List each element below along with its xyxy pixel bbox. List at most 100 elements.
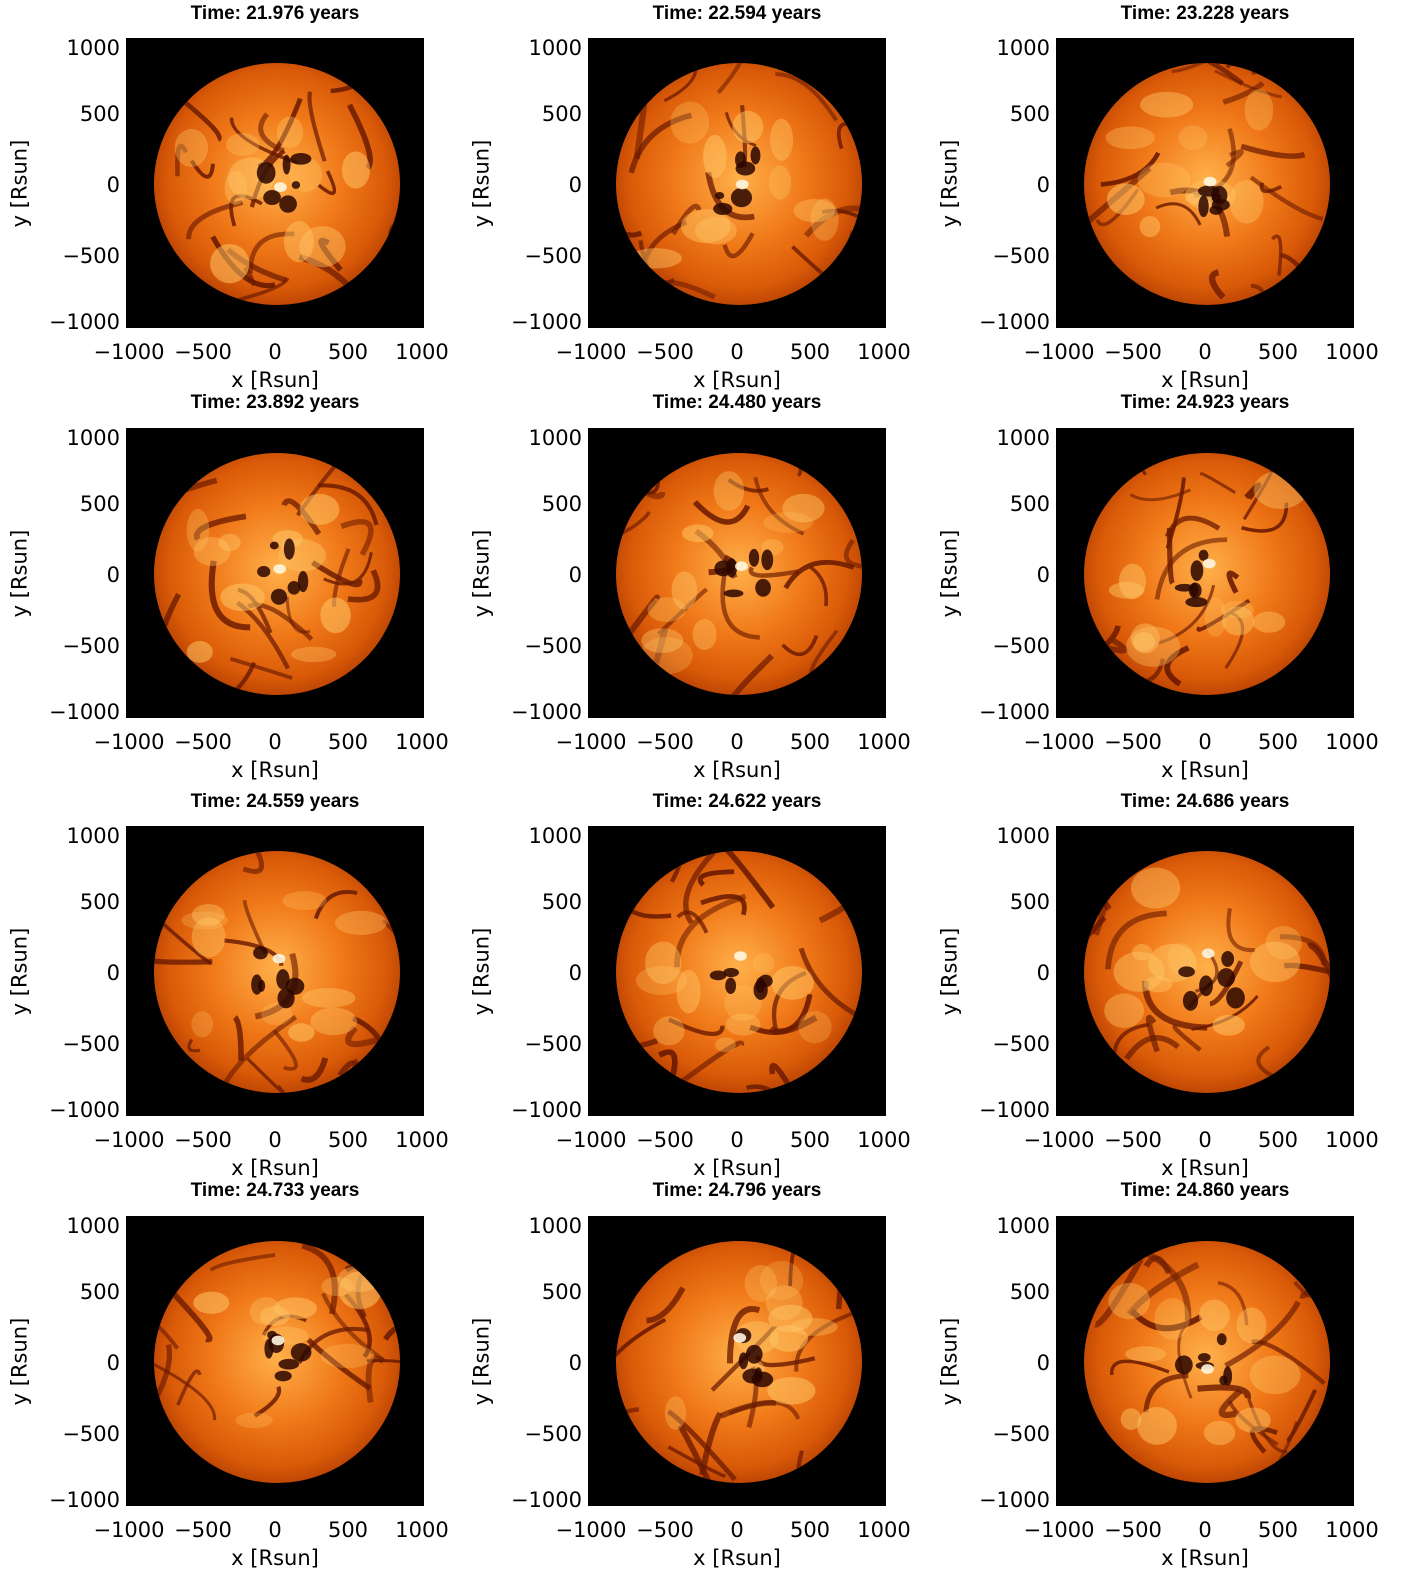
x-axis-label: x [Rsun] bbox=[231, 1546, 319, 1570]
stellar-surface-image bbox=[616, 851, 862, 1093]
y-axis-label: y [Rsun] bbox=[7, 927, 32, 1016]
y-tick-label: 0 bbox=[1036, 961, 1050, 985]
x-tick-label: 500 bbox=[327, 340, 369, 364]
simulation-panel: Time: 21.976 years 1000 500 0 −500 −1000 −1000… bbox=[0, 0, 470, 392]
x-tick-label: 0 bbox=[730, 1518, 744, 1542]
x-tick-label: 0 bbox=[730, 730, 744, 754]
x-tick-label: 500 bbox=[789, 1518, 831, 1542]
y-tick-label: −500 bbox=[524, 244, 582, 268]
y-tick-label: 0 bbox=[106, 173, 120, 197]
y-axis-label: y [Rsun] bbox=[7, 139, 32, 228]
x-tick-label: 1000 bbox=[395, 1128, 449, 1152]
x-tick-label: 500 bbox=[327, 730, 369, 754]
y-tick-label: −1000 bbox=[48, 1098, 120, 1122]
y-axis-label: y [Rsun] bbox=[469, 529, 494, 618]
x-tick-label: 500 bbox=[789, 730, 831, 754]
x-tick-label: −1000 bbox=[555, 340, 627, 364]
y-axis-label: y [Rsun] bbox=[469, 139, 494, 228]
x-tick-label: 0 bbox=[1198, 730, 1212, 754]
x-tick-label: −500 bbox=[636, 730, 694, 754]
x-tick-label: −500 bbox=[636, 1128, 694, 1152]
plot-area bbox=[1056, 826, 1354, 1116]
x-tick-label: 500 bbox=[327, 1128, 369, 1152]
stellar-surface-image bbox=[1084, 1241, 1330, 1483]
x-tick-label: 0 bbox=[268, 340, 282, 364]
x-tick-label: −500 bbox=[1104, 730, 1162, 754]
y-tick-label: 500 bbox=[79, 102, 120, 126]
panel-title: Time: 23.228 years bbox=[1120, 3, 1290, 24]
y-tick-label: −500 bbox=[62, 634, 120, 658]
x-tick-label: −500 bbox=[174, 730, 232, 754]
x-tick-label: −1000 bbox=[1023, 1518, 1095, 1542]
y-tick-label: 1000 bbox=[528, 36, 582, 60]
plot-area bbox=[126, 38, 424, 328]
y-tick-label: 500 bbox=[79, 890, 120, 914]
panel-title: Time: 24.622 years bbox=[652, 791, 822, 812]
y-tick-label: 0 bbox=[1036, 563, 1050, 587]
y-tick-label: −1000 bbox=[48, 1488, 120, 1512]
y-tick-label: 1000 bbox=[66, 1214, 120, 1238]
simulation-panel: Time: 24.796 years 1000 500 0 −500 −1000 −1000… bbox=[462, 1178, 932, 1570]
x-tick-label: 1000 bbox=[1325, 1128, 1379, 1152]
panel-title: Time: 23.892 years bbox=[190, 392, 360, 413]
stellar-surface-image bbox=[154, 851, 400, 1093]
stellar-surface-image bbox=[154, 1241, 400, 1483]
stellar-surface-image bbox=[616, 453, 862, 695]
x-axis-label: x [Rsun] bbox=[693, 1546, 781, 1570]
y-tick-label: −1000 bbox=[48, 310, 120, 334]
stellar-surface-image bbox=[1084, 851, 1330, 1093]
y-axis-label: y [Rsun] bbox=[469, 1317, 494, 1406]
y-tick-label: −1000 bbox=[978, 310, 1050, 334]
y-tick-label: 500 bbox=[79, 492, 120, 516]
panel-title: Time: 22.594 years bbox=[652, 3, 822, 24]
plot-area bbox=[588, 38, 886, 328]
simulation-panel: Time: 24.559 years 1000 500 0 −500 −1000 −1000… bbox=[0, 788, 470, 1180]
x-tick-label: 500 bbox=[789, 1128, 831, 1152]
simulation-panel: Time: 23.892 years 1000 500 0 −500 −1000 −1000… bbox=[0, 390, 470, 782]
x-tick-label: −1000 bbox=[1023, 1128, 1095, 1152]
x-tick-label: −500 bbox=[1104, 340, 1162, 364]
x-axis-label: x [Rsun] bbox=[231, 758, 319, 782]
y-axis-label: y [Rsun] bbox=[7, 529, 32, 618]
y-tick-label: −1000 bbox=[510, 1488, 582, 1512]
x-tick-label: −1000 bbox=[93, 1128, 165, 1152]
y-tick-label: −1000 bbox=[510, 310, 582, 334]
x-axis-label: x [Rsun] bbox=[231, 1156, 319, 1180]
x-tick-label: 1000 bbox=[395, 1518, 449, 1542]
plot-area bbox=[126, 1216, 424, 1506]
plot-area bbox=[588, 1216, 886, 1506]
panel-title: Time: 24.860 years bbox=[1120, 1180, 1290, 1201]
y-tick-label: −500 bbox=[62, 1032, 120, 1056]
x-tick-label: −500 bbox=[636, 1518, 694, 1542]
x-tick-label: 1000 bbox=[857, 1518, 911, 1542]
y-tick-label: 1000 bbox=[66, 426, 120, 450]
x-tick-label: −500 bbox=[174, 1128, 232, 1152]
x-tick-label: −500 bbox=[1104, 1128, 1162, 1152]
x-tick-label: −1000 bbox=[1023, 340, 1095, 364]
x-axis-label: x [Rsun] bbox=[1161, 368, 1249, 392]
y-tick-label: 500 bbox=[1009, 1280, 1050, 1304]
y-tick-label: 1000 bbox=[528, 426, 582, 450]
x-tick-label: 1000 bbox=[1325, 340, 1379, 364]
y-tick-label: −500 bbox=[62, 1422, 120, 1446]
x-tick-label: 0 bbox=[268, 1128, 282, 1152]
y-tick-label: 0 bbox=[1036, 1351, 1050, 1375]
x-tick-label: 0 bbox=[268, 730, 282, 754]
y-axis-label: y [Rsun] bbox=[469, 927, 494, 1016]
y-tick-label: 500 bbox=[1009, 492, 1050, 516]
y-axis-label: y [Rsun] bbox=[7, 1317, 32, 1406]
y-tick-label: 1000 bbox=[996, 36, 1050, 60]
simulation-panel: Time: 24.860 years 1000 500 0 −500 −1000 −1000… bbox=[930, 1178, 1400, 1570]
panel-title: Time: 24.559 years bbox=[190, 791, 360, 812]
y-axis-label: y [Rsun] bbox=[937, 139, 962, 228]
stellar-surface-image bbox=[616, 63, 862, 305]
y-tick-label: 0 bbox=[106, 563, 120, 587]
stellar-surface-image bbox=[154, 453, 400, 695]
y-tick-label: −1000 bbox=[48, 700, 120, 724]
simulation-panel: Time: 24.686 years 1000 500 0 −500 −1000 −1000… bbox=[930, 788, 1400, 1180]
y-tick-label: 0 bbox=[1036, 173, 1050, 197]
x-tick-label: 500 bbox=[1257, 730, 1299, 754]
y-axis-label: y [Rsun] bbox=[937, 529, 962, 618]
x-tick-label: 0 bbox=[730, 1128, 744, 1152]
y-tick-label: −500 bbox=[992, 1032, 1050, 1056]
